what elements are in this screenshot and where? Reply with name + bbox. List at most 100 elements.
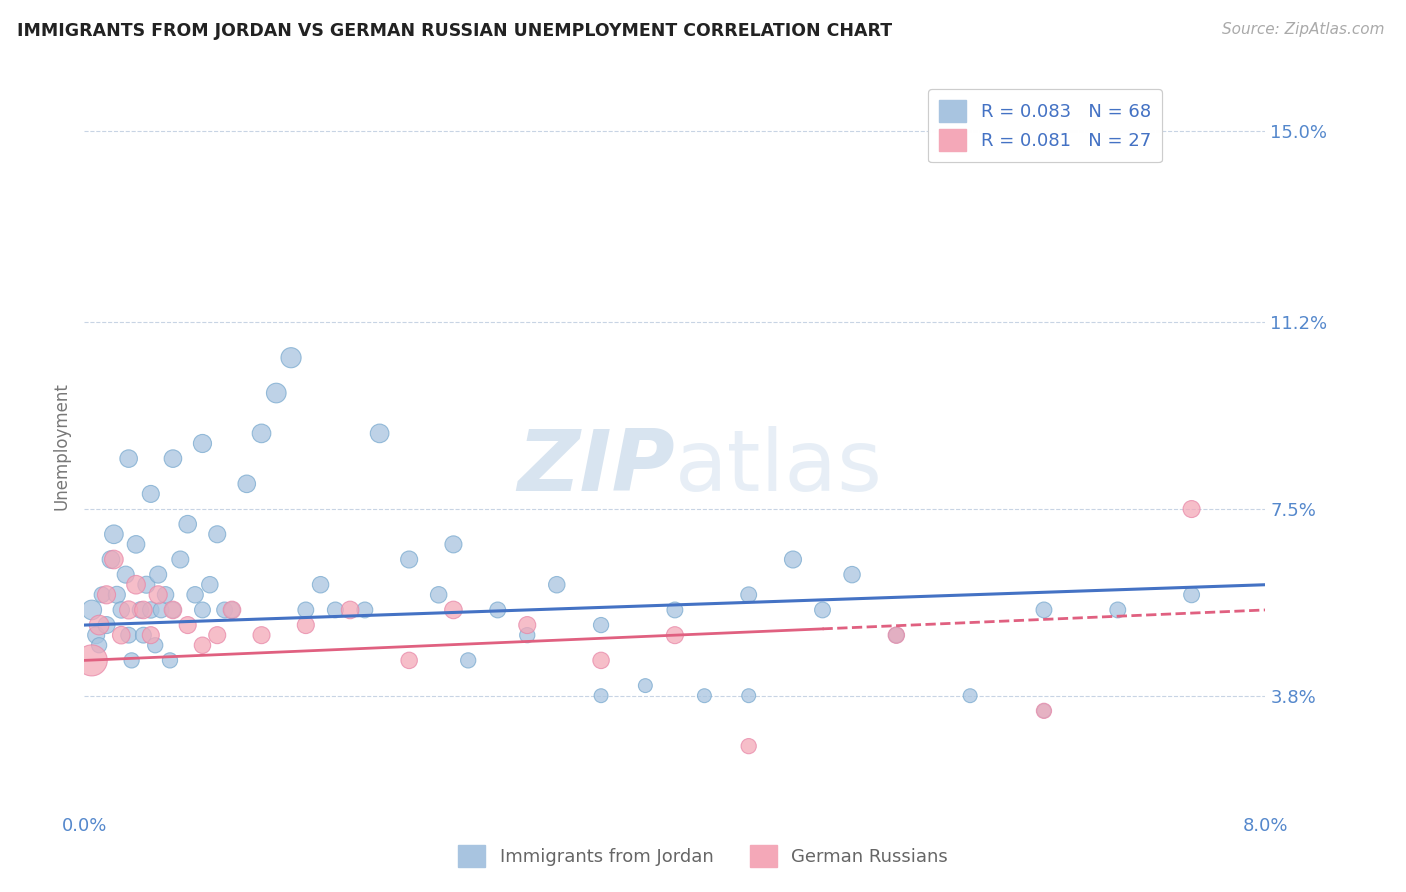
Point (591, 653, 613, 667)
Point (841, 567, 863, 582)
Point (886, 628, 908, 642)
Point (516, 618, 538, 632)
Text: IMMIGRANTS FROM JORDAN VS GERMAN RUSSIAN UNEMPLOYMENT CORRELATION CHART: IMMIGRANTS FROM JORDAN VS GERMAN RUSSIAN… (17, 22, 891, 40)
Point (236, 476, 259, 491)
Point (132, 628, 155, 642)
Point (177, 517, 200, 532)
Point (162, 603, 184, 617)
Point (591, 618, 613, 632)
Point (207, 527, 229, 541)
Point (125, 578, 148, 592)
Point (80, 603, 103, 617)
Point (738, 588, 761, 602)
Point (221, 603, 243, 617)
Point (143, 638, 166, 652)
Point (118, 628, 141, 642)
Point (159, 653, 181, 667)
Point (148, 588, 170, 602)
Point (295, 618, 318, 632)
Point (191, 603, 214, 617)
Point (368, 426, 391, 441)
Point (169, 552, 191, 566)
Point (80, 653, 103, 667)
Point (84, 628, 107, 642)
Point (354, 603, 377, 617)
Point (114, 567, 136, 582)
Point (443, 603, 465, 617)
Point (546, 578, 568, 592)
Point (398, 552, 420, 566)
Point (184, 588, 207, 602)
Point (103, 527, 125, 541)
Point (132, 603, 155, 617)
Point (323, 603, 347, 617)
Point (457, 653, 479, 667)
Point (1033, 704, 1056, 718)
Point (886, 628, 908, 642)
Point (591, 689, 613, 703)
Point (634, 679, 657, 693)
Point (155, 588, 177, 602)
Point (959, 689, 981, 703)
Text: ZIP: ZIP (517, 426, 675, 509)
Point (1107, 603, 1129, 617)
Point (129, 603, 152, 617)
Point (664, 628, 686, 642)
Point (207, 628, 229, 642)
Point (110, 628, 132, 642)
Point (398, 653, 420, 667)
Point (250, 426, 273, 441)
Legend: Immigrants from Jordan, German Russians: Immigrants from Jordan, German Russians (451, 838, 955, 874)
Point (516, 628, 538, 642)
Point (1033, 704, 1056, 718)
Point (135, 578, 157, 592)
Point (443, 537, 465, 551)
Point (148, 567, 170, 582)
Y-axis label: Unemployment: Unemployment (52, 382, 70, 510)
Point (110, 603, 132, 617)
Point (91, 588, 114, 602)
Point (118, 451, 141, 466)
Point (121, 653, 143, 667)
Point (693, 689, 716, 703)
Point (139, 487, 162, 501)
Point (87, 638, 111, 652)
Point (1033, 603, 1056, 617)
Point (295, 603, 318, 617)
Point (118, 603, 141, 617)
Point (103, 552, 125, 566)
Point (811, 603, 834, 617)
Point (139, 628, 162, 642)
Point (87, 618, 111, 632)
Point (177, 618, 200, 632)
Point (280, 351, 302, 365)
Point (214, 603, 236, 617)
Point (100, 552, 122, 566)
Point (221, 603, 243, 617)
Point (266, 386, 288, 401)
Point (309, 578, 332, 592)
Point (738, 739, 761, 753)
Point (1181, 588, 1204, 602)
Point (1181, 502, 1204, 516)
Point (139, 603, 162, 617)
Point (191, 638, 214, 652)
Point (250, 628, 273, 642)
Legend: R = 0.083   N = 68, R = 0.081   N = 27: R = 0.083 N = 68, R = 0.081 N = 27 (928, 89, 1161, 162)
Point (664, 603, 686, 617)
Point (486, 603, 509, 617)
Point (198, 578, 221, 592)
Point (782, 552, 804, 566)
Point (339, 603, 361, 617)
Point (96, 588, 118, 602)
Point (105, 588, 128, 602)
Point (191, 436, 214, 450)
Point (738, 689, 761, 703)
Point (125, 537, 148, 551)
Text: Source: ZipAtlas.com: Source: ZipAtlas.com (1222, 22, 1385, 37)
Point (150, 603, 173, 617)
Text: atlas: atlas (675, 426, 883, 509)
Point (162, 603, 184, 617)
Point (162, 451, 184, 466)
Point (886, 628, 908, 642)
